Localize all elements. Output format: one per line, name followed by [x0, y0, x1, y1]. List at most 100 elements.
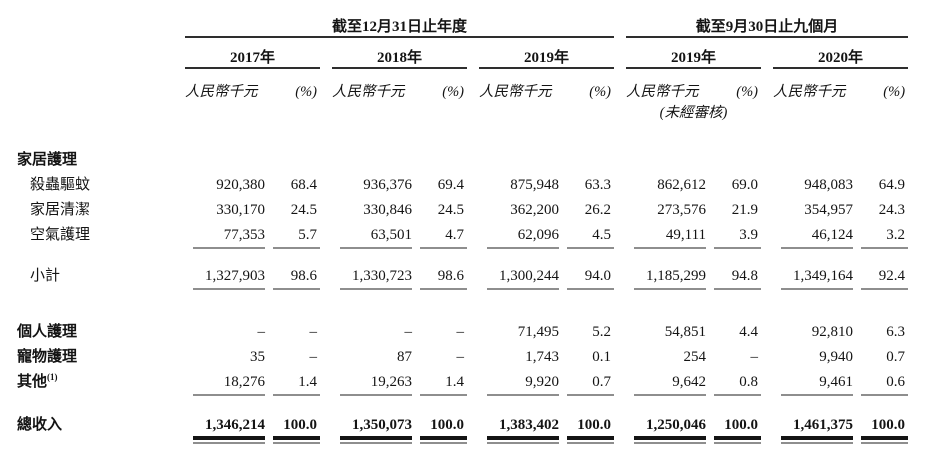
row-label: 總收入 [17, 417, 63, 433]
cell-pct: 24.5 [290, 202, 317, 218]
column-subheader-row: 人民幣千元 (%) 人民幣千元 (%) 人民幣千元 (%) 人民幣千元 (%) … [17, 76, 908, 101]
row-label: 殺蟲驅蚊 [30, 177, 91, 193]
double-rule [634, 436, 707, 444]
row-label: 寵物護理 [17, 349, 78, 365]
cell-pct: 0.7 [886, 349, 906, 365]
cell-value: 1,349,164 [793, 268, 854, 284]
cell-pct: 0.7 [592, 374, 612, 390]
year-rule-row [17, 67, 909, 76]
cell-pct: 69.0 [731, 177, 759, 193]
unit-header: 人民幣千元 [479, 84, 552, 100]
rule-line [773, 67, 909, 69]
row-label: 家居護理 [17, 152, 78, 168]
cell-value: 1,330,723 [352, 268, 412, 284]
year-header-2018: 2018年 [376, 50, 422, 66]
cell-value: 362,200 [510, 202, 559, 218]
rule-line [567, 288, 615, 290]
row-label-text: 其他 [17, 374, 48, 390]
cell-pct: 0.8 [739, 374, 759, 390]
rule-line [487, 247, 559, 249]
cell-value: 354,957 [804, 202, 854, 218]
rule-line [193, 247, 265, 249]
rule-line [340, 247, 412, 249]
rule-line [634, 247, 707, 249]
cell-value: 63,501 [370, 227, 412, 243]
rule-line [567, 394, 615, 396]
cell-value: 35 [250, 349, 265, 365]
cell-pct: – [750, 349, 759, 365]
cell-value: 62,096 [517, 227, 559, 243]
unit-header: 人民幣千元 [773, 84, 846, 100]
rule-line [634, 288, 707, 290]
rule-line [185, 67, 320, 69]
rule-line [781, 247, 854, 249]
row-label: 家居清潔 [30, 202, 91, 218]
double-rule [861, 436, 909, 444]
rule-line [420, 394, 467, 396]
cell-value: 92,810 [811, 324, 854, 340]
double-rule-row [17, 434, 909, 450]
pct-header: (%) [736, 84, 759, 100]
cell-pct: 1.4 [445, 374, 464, 390]
cell-value: – [257, 324, 266, 340]
cell-pct: 64.9 [878, 177, 906, 193]
cell-value: 77,353 [223, 227, 265, 243]
cell-pct: 94.8 [731, 268, 759, 284]
rule-line [340, 394, 412, 396]
rule-line [193, 288, 265, 290]
cell-value: 1,743 [525, 349, 559, 365]
rule-line [273, 247, 320, 249]
year-header-2019: 2019年 [524, 50, 570, 66]
cell-pct: 4.5 [592, 227, 612, 243]
year-header-row: 2017年 2018年 2019年 2019年 2020年 [17, 43, 908, 67]
double-rule [193, 436, 265, 444]
rule-line [193, 394, 265, 396]
year-header-2020-9m: 2020年 [818, 50, 864, 66]
double-rule [420, 436, 467, 444]
cell-pct: 94.0 [584, 268, 612, 284]
cell-pct: 0.6 [886, 374, 906, 390]
cell-pct: 98.6 [437, 268, 464, 284]
table-row-total-revenue: 總收入 1,346,214 100.0 1,350,073 100.0 1,38… [17, 404, 908, 434]
cell-pct: 69.4 [437, 177, 464, 193]
cell-value: 862,612 [657, 177, 707, 193]
cell-pct: – [309, 324, 318, 340]
cell-pct: 100.0 [724, 417, 759, 433]
cell-value: 273,576 [657, 202, 707, 218]
table-row-personal-care: 個人護理 – – – – 71,495 5.2 54,851 4.4 92,81… [17, 316, 908, 341]
rule-row [17, 244, 909, 257]
unaudited-note-row: (未經審核) [17, 101, 908, 124]
cell-pct: 68.4 [290, 177, 317, 193]
cell-value: 936,376 [363, 177, 412, 193]
cell-pct: 100.0 [283, 417, 317, 433]
cell-pct: – [309, 349, 318, 365]
table-row-home-cleaning: 家居清潔 330,170 24.5 330,846 24.5 362,200 2… [17, 194, 908, 219]
cell-pct: 0.1 [592, 349, 612, 365]
rule-line [420, 288, 467, 290]
cell-pct: 100.0 [577, 417, 612, 433]
unit-header: 人民幣千元 [332, 84, 405, 100]
cell-value: 920,380 [216, 177, 265, 193]
rule-line [273, 288, 320, 290]
cell-value: 1,185,299 [646, 268, 707, 284]
rule-line [626, 36, 909, 38]
spacer-row [17, 124, 908, 144]
cell-pct: 5.2 [592, 324, 612, 340]
double-rule [567, 436, 615, 444]
double-rule [781, 436, 854, 444]
row-label: 小計 [30, 268, 61, 284]
cell-value: 330,170 [216, 202, 265, 218]
pct-header: (%) [589, 84, 612, 100]
cell-value: 1,300,244 [499, 268, 559, 284]
rule-line [861, 394, 909, 396]
group-header-row: 截至12月31日止年度 截至9月30日止九個月 [17, 10, 908, 36]
rule-line [567, 247, 615, 249]
cell-value: – [404, 324, 413, 340]
cell-value: 19,263 [370, 374, 412, 390]
cell-pct: 100.0 [871, 417, 906, 433]
rule-line [332, 67, 467, 69]
pct-header: (%) [295, 84, 317, 100]
cell-pct: 21.9 [731, 202, 759, 218]
cell-value: 9,940 [819, 349, 854, 365]
rule-line [861, 288, 909, 290]
